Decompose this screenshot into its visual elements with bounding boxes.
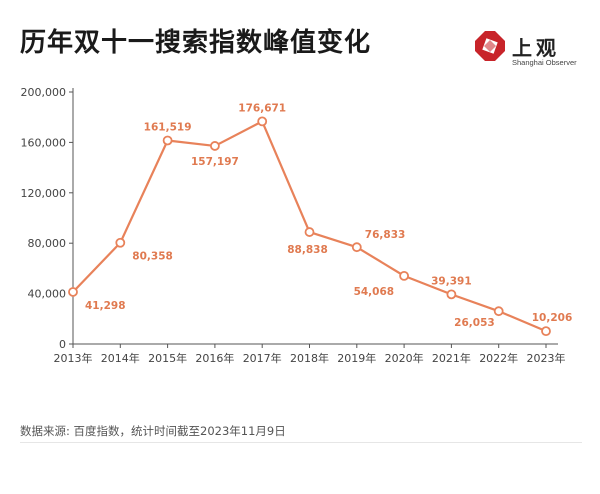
- data-point: [162, 135, 173, 146]
- x-tick-label: 2021年: [432, 351, 471, 365]
- y-tick-label: 160,000: [21, 136, 67, 149]
- data-label: 80,358: [132, 251, 173, 263]
- logo-mark-icon: [475, 31, 505, 61]
- y-tick-label: 0: [59, 338, 66, 351]
- x-tick-label: 2018年: [290, 351, 329, 365]
- data-label: 10,206: [532, 312, 573, 324]
- series-line: [72, 120, 547, 333]
- chart-title: 历年双十一搜索指数峰值变化: [20, 28, 372, 58]
- data-point: [68, 287, 78, 297]
- data-point: [493, 306, 504, 317]
- x-tick-label: 2022年: [479, 351, 518, 365]
- y-tick-label: 120,000: [21, 187, 67, 200]
- x-tick-label: 2015年: [148, 351, 187, 365]
- y-tick-label: 40,000: [28, 288, 67, 301]
- logo-name: 上观: [512, 36, 560, 60]
- data-label: 41,298: [85, 300, 126, 312]
- footer-divider: [20, 442, 582, 443]
- data-source-note: 数据来源: 百度指数，统计时间截至2023年11月9日: [20, 424, 286, 438]
- data-point: [257, 116, 268, 127]
- y-tick-label: 80,000: [28, 237, 67, 250]
- data-point: [446, 289, 457, 300]
- x-tick-label: 2014年: [101, 351, 140, 365]
- y-tick-label: 200,000: [21, 86, 67, 99]
- data-label: 88,838: [287, 244, 328, 256]
- data-point: [541, 326, 551, 337]
- logo-subtitle: Shanghai Observer: [512, 58, 577, 67]
- data-point: [115, 237, 126, 248]
- data-point: [351, 242, 362, 253]
- x-tick-label: 2016年: [195, 351, 234, 365]
- data-label: 54,068: [354, 286, 395, 298]
- x-tick-label: 2023年: [527, 351, 566, 365]
- shanghai-observer-logo: 上观 Shanghai Observer: [474, 30, 584, 72]
- x-tick-label: 2017年: [243, 351, 282, 365]
- data-point: [399, 270, 410, 281]
- data-point: [209, 141, 220, 151]
- data-label: 157,197: [191, 156, 239, 168]
- data-label: 161,519: [144, 121, 192, 133]
- data-label: 39,391: [431, 275, 472, 287]
- data-point: [304, 227, 315, 237]
- line-chart: 0 40,000 80,000 120,000 160,000 200,000 2013年 2…: [21, 86, 573, 365]
- data-label: 176,671: [238, 102, 286, 114]
- data-label: 26,053: [454, 317, 495, 329]
- x-tick-label: 2020年: [385, 351, 424, 365]
- x-tick-label: 2013年: [54, 351, 93, 365]
- data-label: 76,833: [365, 229, 406, 241]
- x-tick-label: 2019年: [337, 351, 376, 365]
